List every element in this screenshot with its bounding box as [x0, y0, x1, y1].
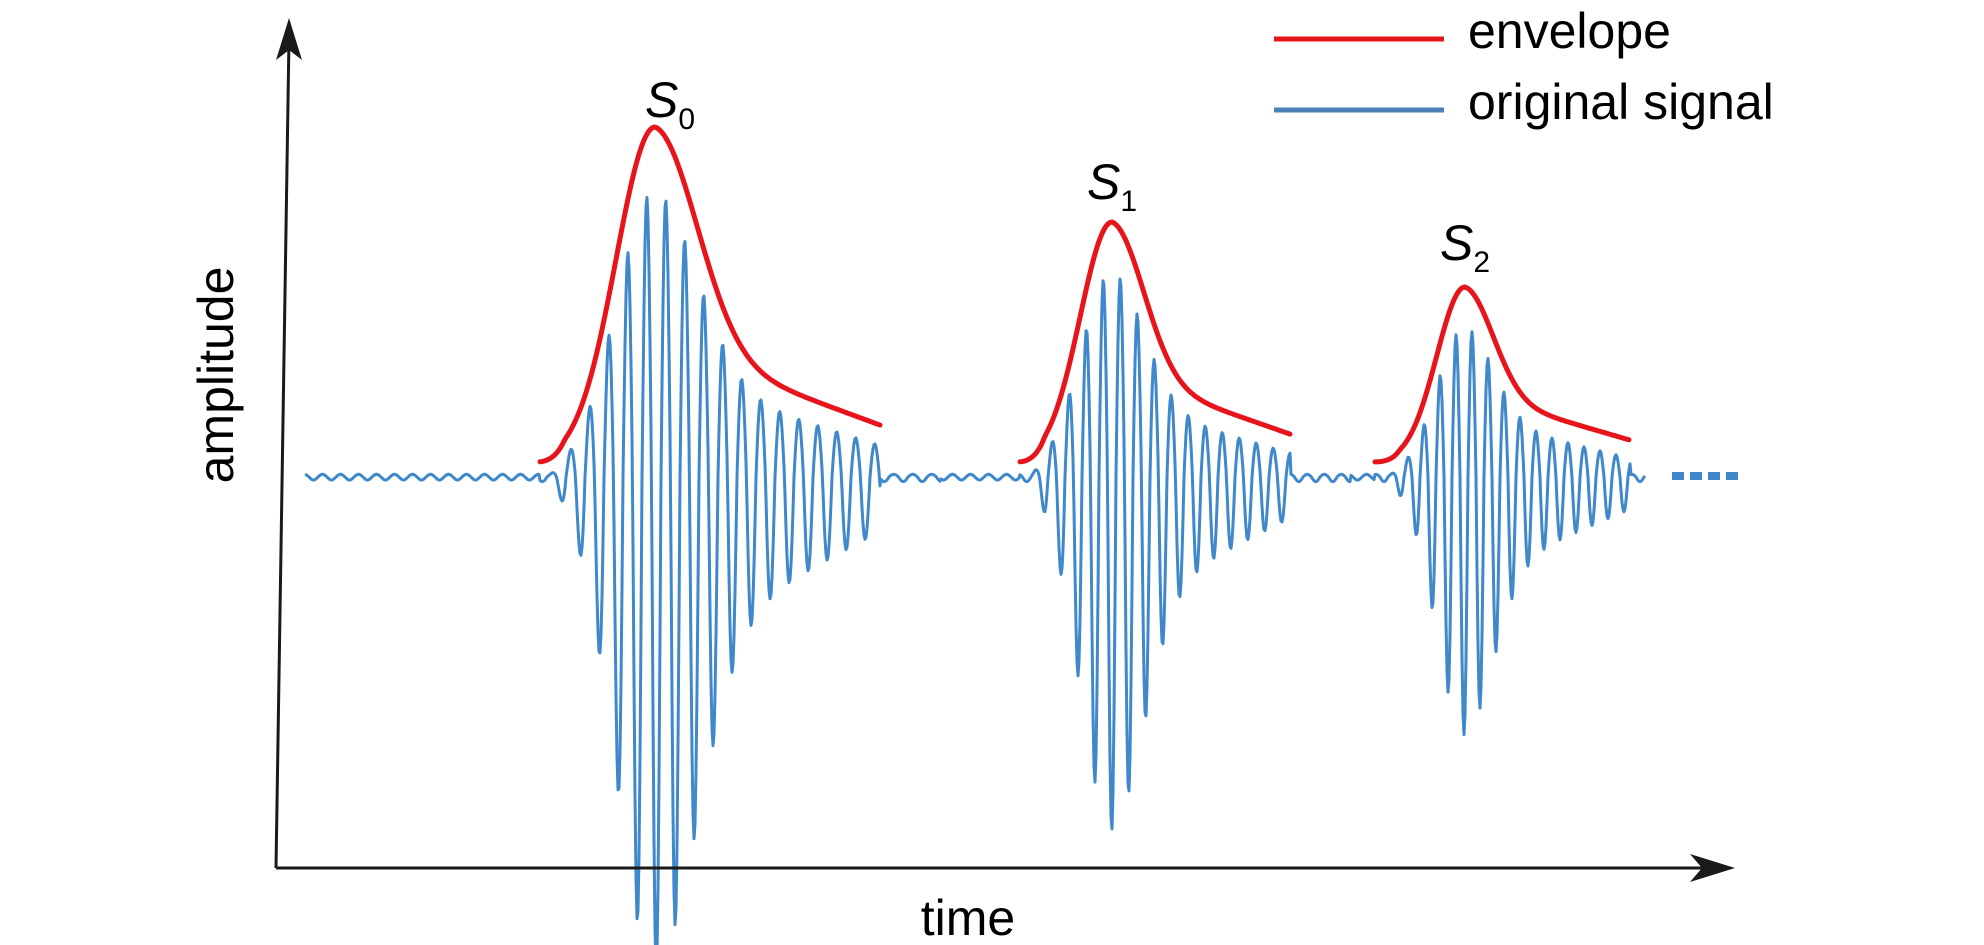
legend-signal-label: original signal: [1468, 74, 1774, 130]
peak-s0-letter: S: [645, 72, 678, 128]
peak-label-s2: S2: [1440, 215, 1490, 279]
original-signal: [304, 196, 1647, 945]
x-axis-arrow-icon: [1690, 854, 1735, 882]
envelope-curve-s1: [1017, 219, 1293, 465]
peak-s2-letter: S: [1440, 215, 1473, 271]
y-axis-line: [274, 37, 291, 869]
envelope-curve-s2: [1372, 284, 1632, 465]
peak-s1-letter: S: [1087, 154, 1120, 210]
envelope-curves: [537, 124, 1632, 465]
y-axis-label: amplitude: [188, 267, 244, 484]
peak-s2-subscript: 2: [1473, 246, 1490, 279]
signal-waveform: [304, 196, 1647, 945]
peak-s0-subscript: 0: [678, 103, 695, 136]
continuation-dots: [1672, 472, 1738, 480]
peak-s1-subscript: 1: [1120, 185, 1137, 218]
y-axis-arrow-icon: [276, 18, 302, 60]
x-axis-label: time: [921, 890, 1015, 945]
peak-label-s0: S0: [645, 72, 695, 136]
envelope-curve-s0: [537, 124, 883, 465]
legend: envelope original signal: [1274, 3, 1774, 130]
legend-envelope-label: envelope: [1468, 3, 1671, 59]
peak-label-s1: S1: [1087, 154, 1137, 218]
